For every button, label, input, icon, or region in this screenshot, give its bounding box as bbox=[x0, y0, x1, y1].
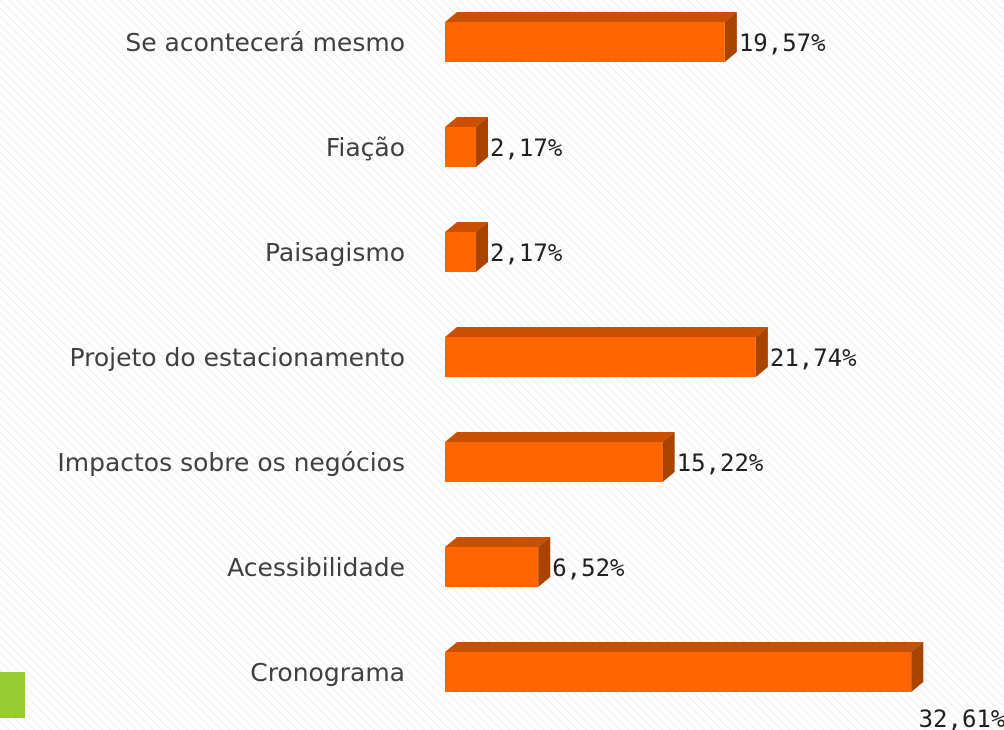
bar bbox=[445, 127, 477, 167]
bar-top bbox=[445, 117, 489, 127]
plot: Se acontecerá mesmo 19,57% Fiação 2,17% Pais… bbox=[57, 12, 1004, 730]
bar-top bbox=[445, 327, 768, 337]
bar bbox=[445, 22, 725, 62]
bar-side bbox=[476, 117, 489, 167]
bar-top bbox=[445, 222, 489, 232]
category-label: Paisagismo bbox=[265, 238, 405, 267]
category-label: Impactos sobre os negócios bbox=[57, 448, 405, 477]
bar-top bbox=[445, 537, 551, 547]
bar-side bbox=[724, 12, 737, 62]
bar-side bbox=[755, 327, 768, 377]
bar-side bbox=[538, 537, 551, 587]
category-label: Acessibilidade bbox=[227, 553, 405, 582]
data-label: 6,52% bbox=[552, 554, 625, 582]
bar-top bbox=[445, 642, 924, 652]
bar bbox=[445, 232, 477, 272]
bar-top bbox=[445, 12, 737, 22]
data-label: 32,61% bbox=[919, 705, 1004, 730]
accent-square bbox=[0, 672, 25, 718]
data-label: 21,74% bbox=[770, 344, 857, 372]
bar bbox=[445, 652, 912, 692]
bar bbox=[445, 337, 756, 377]
data-label: 19,57% bbox=[739, 29, 826, 57]
bar-side bbox=[911, 642, 924, 692]
data-label: 2,17% bbox=[490, 134, 563, 162]
category-label: Cronograma bbox=[250, 658, 405, 687]
category-label: Projeto do estacionamento bbox=[70, 343, 406, 372]
bar bbox=[445, 442, 663, 482]
data-label: 2,17% bbox=[490, 239, 563, 267]
category-label: Se acontecerá mesmo bbox=[125, 28, 405, 57]
bar-side bbox=[476, 222, 489, 272]
bar bbox=[445, 547, 539, 587]
data-label: 15,22% bbox=[677, 449, 764, 477]
bar-side bbox=[662, 432, 675, 482]
bar-top bbox=[445, 432, 675, 442]
category-label: Fiação bbox=[326, 133, 405, 162]
